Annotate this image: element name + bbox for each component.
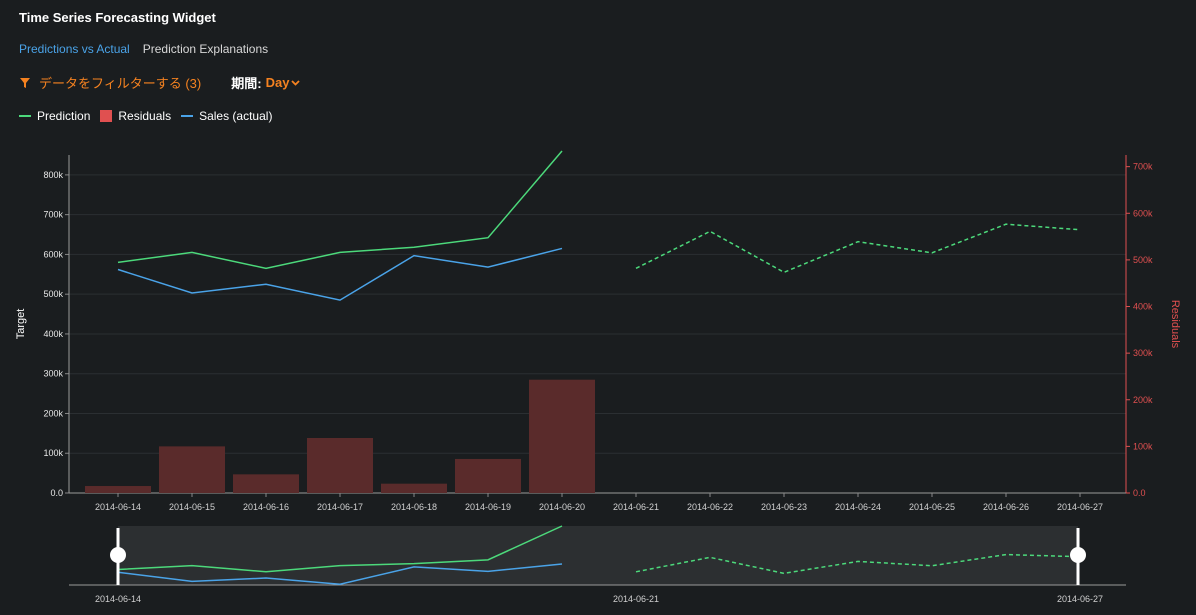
x-tick-label: 2014-06-20 xyxy=(539,502,585,512)
navigator-knob-left[interactable] xyxy=(110,547,126,563)
period-value: Day xyxy=(265,75,290,90)
x-tick-label: 2014-06-19 xyxy=(465,502,511,512)
y2-tick-label: 300k xyxy=(1133,348,1153,358)
y2-tick-label: 200k xyxy=(1133,395,1153,405)
x-tick-label: 2014-06-26 xyxy=(983,502,1029,512)
y-axis-title: Target xyxy=(15,309,27,340)
x-tick-label: 2014-06-21 xyxy=(613,502,659,512)
tab-bar: Predictions vs Actual Prediction Explana… xyxy=(19,42,268,56)
legend-label: Residuals xyxy=(118,109,172,123)
widget-title: Time Series Forecasting Widget xyxy=(19,10,216,25)
residual-bar[interactable] xyxy=(233,474,299,493)
navigator-label: 2014-06-21 xyxy=(613,594,659,604)
period-dropdown[interactable]: Day xyxy=(266,75,301,90)
x-tick-label: 2014-06-27 xyxy=(1057,502,1103,512)
chevron-down-icon xyxy=(291,80,301,86)
navigator-knob-right[interactable] xyxy=(1070,547,1086,563)
x-tick-label: 2014-06-24 xyxy=(835,502,881,512)
y-tick-label: 700k xyxy=(43,210,63,220)
legend-line-icon xyxy=(181,115,194,117)
x-tick-label: 2014-06-14 xyxy=(95,502,141,512)
x-tick-label: 2014-06-17 xyxy=(317,502,363,512)
x-tick-label: 2014-06-25 xyxy=(909,502,955,512)
y2-tick-label: 700k xyxy=(1133,162,1153,172)
sales-actual-line[interactable] xyxy=(117,247,563,301)
legend-label: Prediction xyxy=(37,109,91,123)
filter-button[interactable]: データをフィルターする (3) xyxy=(19,73,201,92)
navigator-forecast-line xyxy=(635,553,1081,575)
period-selector: 期間: Day xyxy=(231,73,301,92)
navigator-label: 2014-06-27 xyxy=(1057,594,1103,604)
legend-item-residuals[interactable]: Residuals xyxy=(100,109,171,123)
y-tick-label: 100k xyxy=(43,448,63,458)
x-tick-label: 2014-06-18 xyxy=(391,502,437,512)
y2-tick-label: 100k xyxy=(1133,441,1153,451)
period-label: 期間: xyxy=(231,76,262,91)
legend-item-sales-actual[interactable]: Sales (actual) xyxy=(181,109,272,123)
prediction-line[interactable] xyxy=(117,150,563,270)
navigator-label: 2014-06-14 xyxy=(95,594,141,604)
y2-tick-label: 500k xyxy=(1133,255,1153,265)
y2-tick-label: 600k xyxy=(1133,208,1153,218)
tab-prediction-explanations[interactable]: Prediction Explanations xyxy=(142,42,269,56)
y2-tick-label: 400k xyxy=(1133,302,1153,312)
legend-line-icon xyxy=(19,115,31,117)
chart-legend: Prediction Residuals Sales (actual) xyxy=(19,109,272,123)
filter-icon xyxy=(20,77,30,88)
residual-bar[interactable] xyxy=(381,483,447,493)
x-tick-label: 2014-06-15 xyxy=(169,502,215,512)
y-tick-label: 0.0 xyxy=(50,488,63,498)
filter-label: データをフィルターする (3) xyxy=(39,76,202,91)
filter-row: データをフィルターする (3) 期間: Day xyxy=(19,73,301,92)
residual-bar[interactable] xyxy=(85,486,151,493)
y-tick-label: 600k xyxy=(43,249,63,259)
y-tick-label: 500k xyxy=(43,289,63,299)
y-tick-label: 200k xyxy=(43,408,63,418)
residual-bar[interactable] xyxy=(159,446,225,493)
navigator-actual-line xyxy=(117,563,563,585)
y-tick-label: 800k xyxy=(43,170,63,180)
y-tick-label: 400k xyxy=(43,329,63,339)
x-tick-label: 2014-06-16 xyxy=(243,502,289,512)
y-tick-label: 300k xyxy=(43,369,63,379)
navigator-prediction-line xyxy=(117,525,563,573)
residual-bar[interactable] xyxy=(455,458,521,493)
x-tick-label: 2014-06-22 xyxy=(687,502,733,512)
legend-label: Sales (actual) xyxy=(199,109,273,123)
y2-tick-label: 0.0 xyxy=(1133,488,1146,498)
x-tick-label: 2014-06-23 xyxy=(761,502,807,512)
tab-predictions-vs-actual[interactable]: Predictions vs Actual xyxy=(19,42,130,56)
legend-box-icon xyxy=(100,110,113,122)
residual-bar[interactable] xyxy=(307,437,373,493)
forecast-line[interactable] xyxy=(635,223,1081,274)
y2-axis-title: Residuals xyxy=(1169,300,1181,349)
navigator-selection[interactable] xyxy=(118,526,1078,585)
legend-item-prediction[interactable]: Prediction xyxy=(19,109,90,123)
residual-bar[interactable] xyxy=(529,379,595,493)
